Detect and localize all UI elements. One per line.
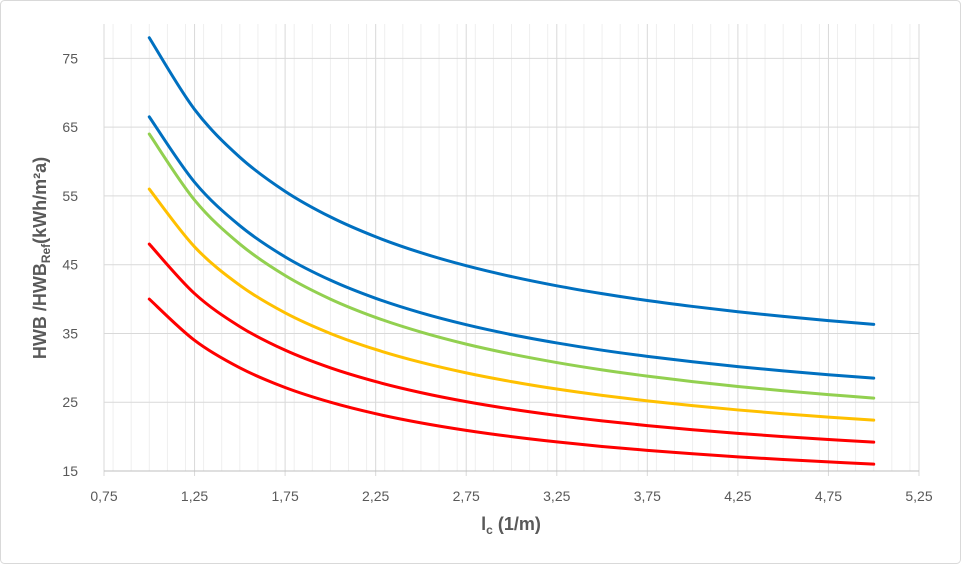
y-tick-label: 55 xyxy=(62,188,78,204)
y-tick-label: 75 xyxy=(62,50,78,66)
series-3-line xyxy=(147,132,876,400)
series-1-line xyxy=(147,36,876,326)
series-5-line xyxy=(147,242,876,444)
series-lines xyxy=(147,36,876,466)
y-tick-label: 65 xyxy=(62,119,78,135)
y-tick-labels: 15 25 35 45 55 65 75 xyxy=(62,50,78,479)
series-4-line xyxy=(147,187,876,422)
gridlines xyxy=(103,24,920,476)
x-tick-label: 2,25 xyxy=(362,488,389,504)
y-tick-label: 15 xyxy=(62,463,78,479)
y-tick-label: 25 xyxy=(62,394,78,410)
x-tick-label: 4,25 xyxy=(724,488,751,504)
x-tick-label: 4,75 xyxy=(815,488,842,504)
series-6-line xyxy=(147,297,876,466)
x-tick-label: 2,75 xyxy=(453,488,480,504)
x-tick-label: 3,75 xyxy=(634,488,661,504)
x-tick-label: 1,75 xyxy=(271,488,298,504)
x-tick-label: 3,25 xyxy=(543,488,570,504)
y-tick-label: 35 xyxy=(62,325,78,341)
x-tick-label: 1,25 xyxy=(181,488,208,504)
x-tick-label: 0,75 xyxy=(90,488,117,504)
x-tick-label: 5,25 xyxy=(905,488,932,504)
y-axis-title: HWB /HWBRef(kWh/m²a) xyxy=(30,157,53,359)
series-2-line xyxy=(147,115,876,380)
x-tick-labels: 0,75 1,25 1,75 2,25 2,75 3,25 3,75 4,25 4,75 5,25 xyxy=(90,488,932,504)
y-tick-label: 45 xyxy=(62,257,78,273)
x-axis-title: lc (1/m) xyxy=(481,514,541,537)
